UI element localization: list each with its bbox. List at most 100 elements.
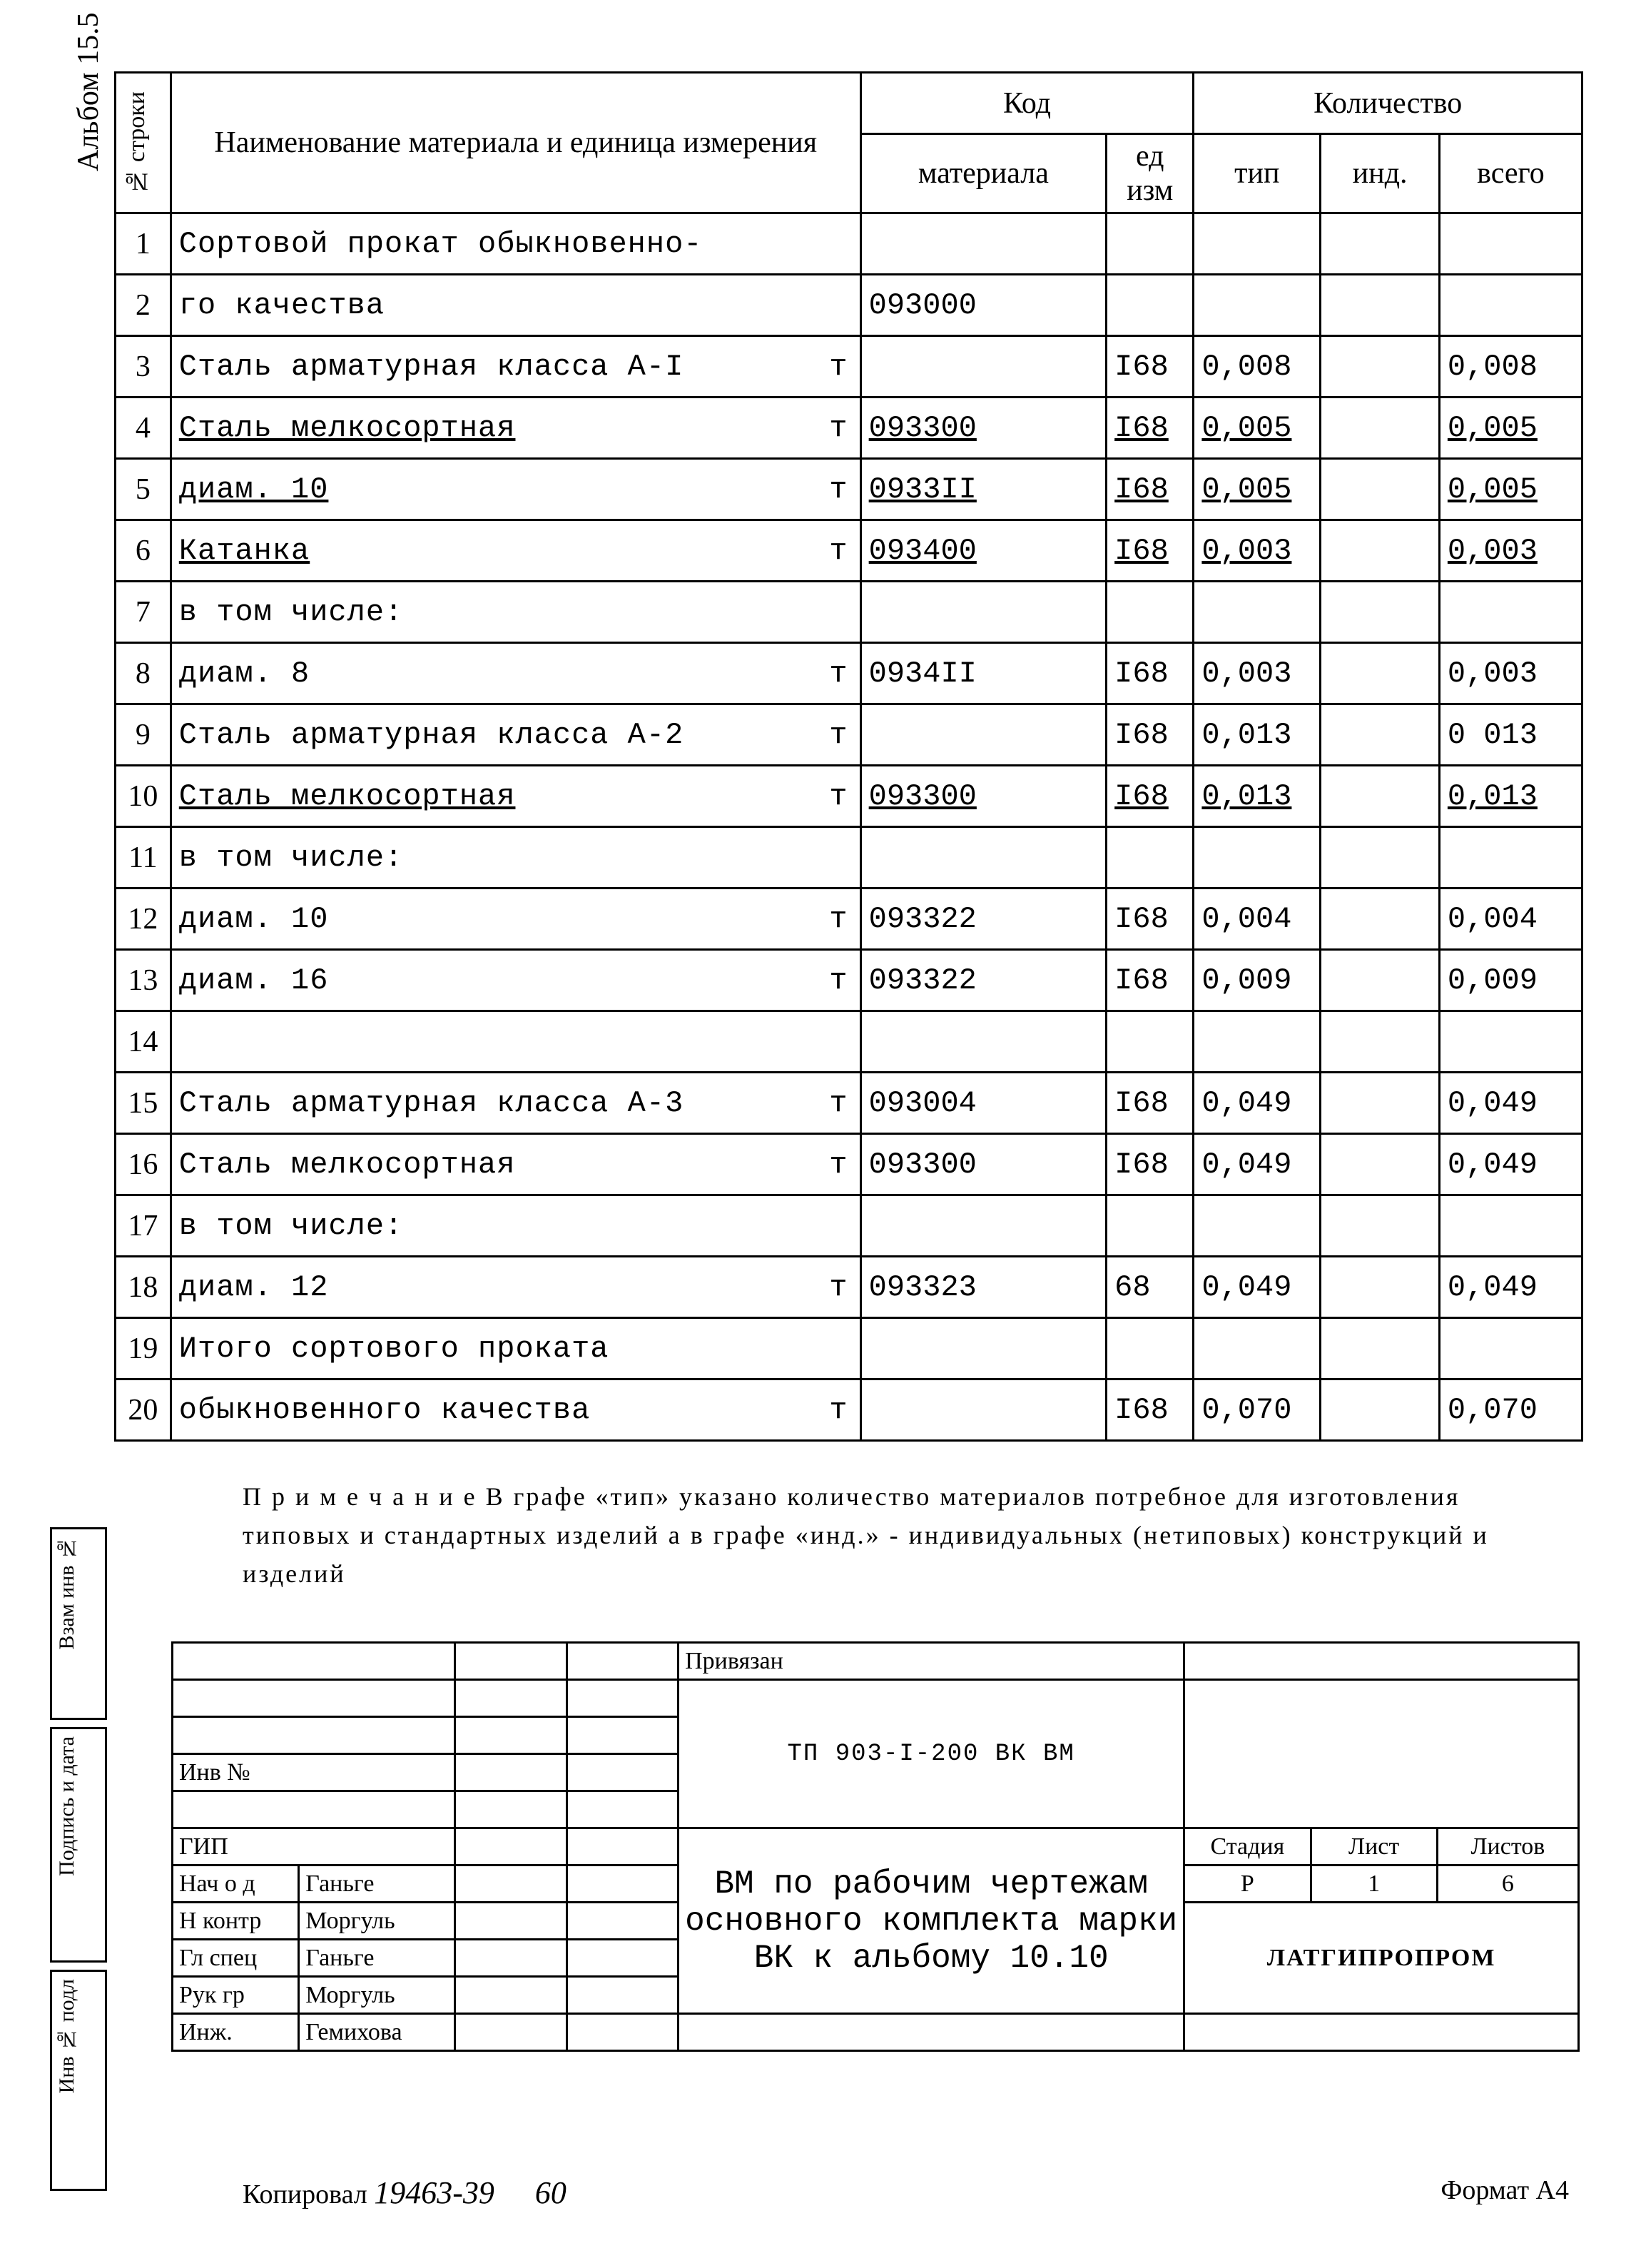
material-name: в том числе: <box>171 582 860 643</box>
qty-tip: 0,049 <box>1194 1257 1321 1318</box>
qty-tip: 0,049 <box>1194 1073 1321 1134</box>
qty-ind <box>1321 336 1440 398</box>
qty-tip <box>1194 1011 1321 1073</box>
stage-v: Р <box>1184 1865 1311 1903</box>
table-row: 13диам. 16т093322I680,0090,009 <box>116 950 1582 1011</box>
qty-tip: 0,013 <box>1194 704 1321 766</box>
row-number: 17 <box>116 1195 171 1257</box>
material-name: диам. 12т <box>171 1257 860 1318</box>
stamp-invn: Инв № <box>173 1754 455 1791</box>
material-name: в том числе: <box>171 1195 860 1257</box>
material-code: 093004 <box>860 1073 1107 1134</box>
unit-label: т <box>829 1086 848 1120</box>
material-name: Сталь мелкосортнаят <box>171 766 860 827</box>
material-code <box>860 336 1107 398</box>
sidebar-podp: Подпись и дата <box>50 1727 107 1963</box>
table-row: 15Сталь арматурная класса А-3т093004I680… <box>116 1073 1582 1134</box>
material-code: 093300 <box>860 766 1107 827</box>
role-inzh: Инж. <box>173 2014 299 2051</box>
qty-ind <box>1321 889 1440 950</box>
sidebar-podp-label: Подпись и дата <box>52 1729 82 1883</box>
unit-label: т <box>829 779 848 814</box>
qty-total <box>1439 1318 1582 1379</box>
table-row: 17в том числе: <box>116 1195 1582 1257</box>
qty-total: 0,070 <box>1439 1379 1582 1441</box>
unit-label: т <box>829 411 848 445</box>
row-number: 5 <box>116 459 171 520</box>
material-name: диам. 10т <box>171 459 860 520</box>
header-tip: тип <box>1194 134 1321 213</box>
qty-tip: 0,005 <box>1194 459 1321 520</box>
material-code: 093300 <box>860 398 1107 459</box>
row-number: 2 <box>116 275 171 336</box>
qty-ind <box>1321 398 1440 459</box>
material-code <box>860 213 1107 275</box>
title-block: Привязан ТП 903-I-200 ВК ВМ Инв № ГИП ВМ… <box>171 1641 1580 2052</box>
qty-total <box>1439 1011 1582 1073</box>
header-ind: инд. <box>1321 134 1440 213</box>
page: Альбом 15.5 № строки Наименование матери… <box>29 29 1597 2239</box>
unit-label: т <box>829 902 848 936</box>
name-glspec: Ганьге <box>299 1940 455 1977</box>
ed-izm: 68 <box>1107 1257 1194 1318</box>
qty-ind <box>1321 582 1440 643</box>
qty-tip <box>1194 827 1321 889</box>
footer: Копировал 19463-39 60 Формат А4 <box>243 2175 1569 2211</box>
stamp-gip: ГИП <box>173 1828 455 1865</box>
unit-label: т <box>829 534 848 568</box>
qty-ind <box>1321 1134 1440 1195</box>
sheets-h: Листов <box>1437 1828 1578 1865</box>
header-material: материала <box>860 134 1107 213</box>
row-number: 6 <box>116 520 171 582</box>
ed-izm: I68 <box>1107 459 1194 520</box>
qty-total: 0,049 <box>1439 1134 1582 1195</box>
qty-ind <box>1321 1011 1440 1073</box>
table-row: 10Сталь мелкосортнаят093300I680,0130,013 <box>116 766 1582 827</box>
ed-izm: I68 <box>1107 643 1194 704</box>
row-number: 12 <box>116 889 171 950</box>
org-name: ЛАТГИПРОПРОМ <box>1184 1903 1579 2014</box>
material-name: Сталь мелкосортнаят <box>171 1134 860 1195</box>
qty-total: 0,013 <box>1439 766 1582 827</box>
material-code: 093322 <box>860 950 1107 1011</box>
material-name: диам. 16т <box>171 950 860 1011</box>
qty-ind <box>1321 520 1440 582</box>
row-number: 20 <box>116 1379 171 1441</box>
ed-izm <box>1107 213 1194 275</box>
qty-tip <box>1194 582 1321 643</box>
row-number: 4 <box>116 398 171 459</box>
header-qty-group: Количество <box>1194 73 1582 134</box>
table-row: 19Итого сортового проката <box>116 1318 1582 1379</box>
row-number: 8 <box>116 643 171 704</box>
table-row: 16Сталь мелкосортнаят093300I680,0490,049 <box>116 1134 1582 1195</box>
role-nkontr: Н контр <box>173 1903 299 1940</box>
table-row: 2го качества093000 <box>116 275 1582 336</box>
table-row: 6Катанкат093400I680,0030,003 <box>116 520 1582 582</box>
qty-ind <box>1321 459 1440 520</box>
qty-tip: 0,049 <box>1194 1134 1321 1195</box>
qty-ind <box>1321 704 1440 766</box>
row-number: 19 <box>116 1318 171 1379</box>
unit-label: т <box>829 1148 848 1182</box>
sidebar-inv: Инв № подл <box>50 1970 107 2191</box>
table-row: 4Сталь мелкосортнаят093300I680,0050,005 <box>116 398 1582 459</box>
qty-total <box>1439 827 1582 889</box>
material-name: Сталь арматурная класса А-3т <box>171 1073 860 1134</box>
material-name: в том числе: <box>171 827 860 889</box>
materials-table: № строки Наименование материала и единиц… <box>114 71 1583 1442</box>
material-name <box>171 1011 860 1073</box>
table-row: 12диам. 10т093322I680,0040,004 <box>116 889 1582 950</box>
row-number: 11 <box>116 827 171 889</box>
material-name: диам. 8т <box>171 643 860 704</box>
sidebar-inv-label: Инв № подл <box>52 1972 82 2100</box>
qty-total: 0,049 <box>1439 1073 1582 1134</box>
footer-kopiroval: Копировал <box>243 2180 367 2209</box>
ed-izm: I68 <box>1107 336 1194 398</box>
role-glspec: Гл спец <box>173 1940 299 1977</box>
row-number: 16 <box>116 1134 171 1195</box>
material-code: 093300 <box>860 1134 1107 1195</box>
doc-code: ТП 903-I-200 ВК ВМ <box>679 1680 1184 1828</box>
qty-tip: 0,070 <box>1194 1379 1321 1441</box>
material-name: Катанкат <box>171 520 860 582</box>
row-number: 10 <box>116 766 171 827</box>
